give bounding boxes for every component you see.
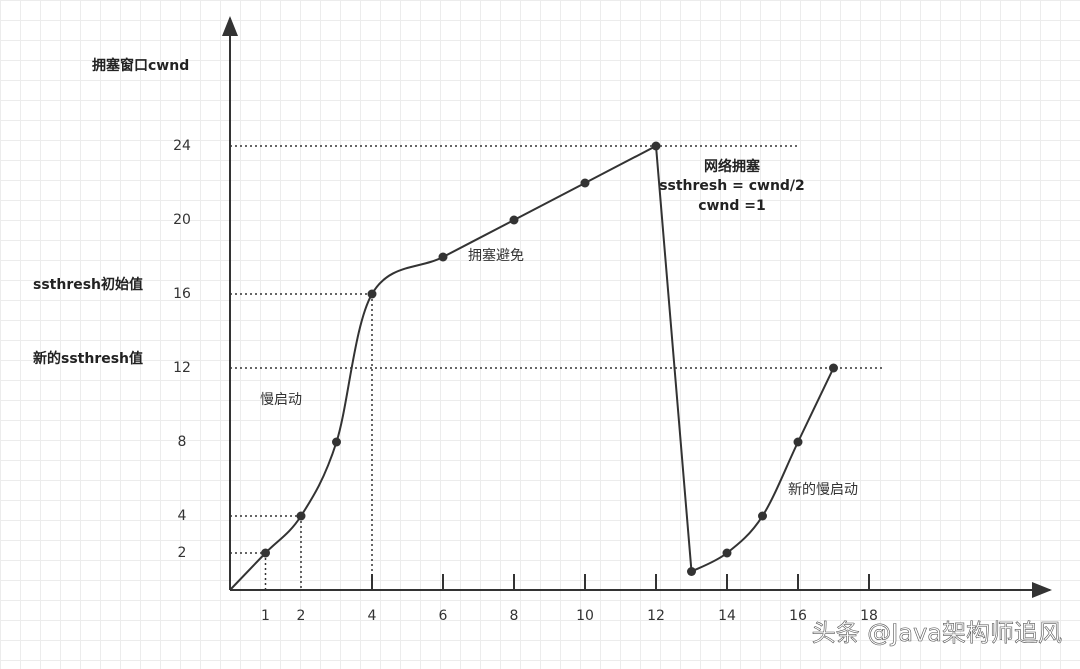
- x-tick-label: 1: [261, 608, 270, 624]
- x-tick-label: 12: [647, 608, 665, 624]
- y-tick-label: 12: [173, 360, 191, 376]
- x-tick-label: 4: [368, 608, 377, 624]
- annotation: 新的慢启动: [788, 481, 858, 498]
- point: [651, 141, 661, 151]
- point: [332, 437, 341, 447]
- x-tick-label: 6: [439, 608, 448, 624]
- point: [261, 548, 270, 558]
- y-axis-title: 拥塞窗口cwnd: [92, 57, 189, 74]
- point: [509, 215, 519, 225]
- point: [829, 363, 838, 373]
- x-tick-label: 14: [718, 608, 736, 624]
- annotation: 慢启动: [260, 391, 302, 408]
- x-tick-label: 16: [789, 608, 807, 624]
- point: [758, 511, 767, 521]
- watermark: 头条 @Java架构师追风: [812, 619, 1062, 647]
- annotation: ssthresh = cwnd/2: [659, 178, 805, 194]
- point: [722, 548, 732, 558]
- y-tick-label: 8: [178, 434, 187, 450]
- annotation: 拥塞避免: [468, 247, 524, 264]
- annotation: cwnd =1: [698, 198, 766, 214]
- threshold-label: ssthresh初始值: [33, 276, 143, 293]
- threshold-label: 新的ssthresh值: [33, 350, 143, 367]
- x-tick-label: 10: [576, 608, 594, 624]
- y-tick-label: 24: [173, 138, 191, 154]
- point: [580, 178, 590, 188]
- y-tick-label: 16: [173, 286, 191, 302]
- annotation: 网络拥塞: [704, 158, 761, 175]
- point: [438, 252, 448, 262]
- x-tick-label: 8: [510, 608, 519, 624]
- point: [296, 511, 306, 521]
- point: [367, 289, 377, 299]
- point: [793, 437, 803, 447]
- y-tick-label: 20: [173, 212, 191, 228]
- point: [687, 567, 696, 576]
- x-tick-label: 2: [297, 608, 306, 624]
- y-tick-label: 2: [178, 545, 187, 561]
- y-tick-label: 4: [178, 508, 187, 524]
- x-tick-label: 18: [860, 608, 878, 624]
